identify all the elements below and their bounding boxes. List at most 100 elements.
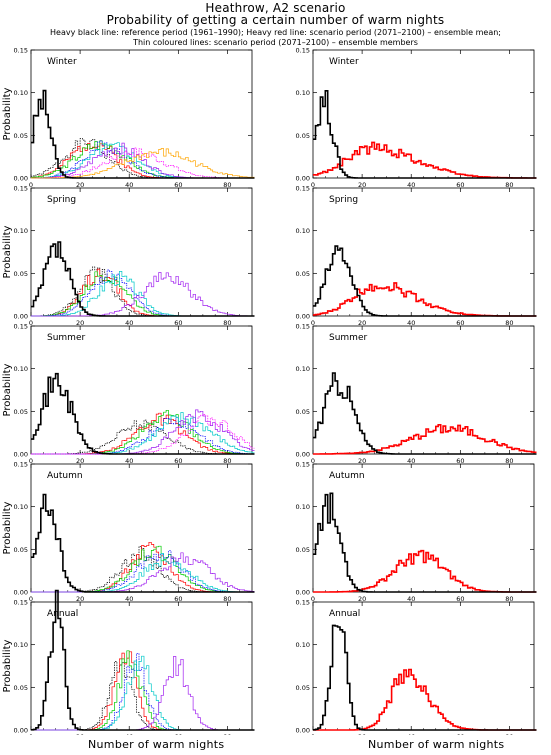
panel-left-winter: 0.00 0.05 0.10 0.15 0 20 40 60 80 Winter Probabili… [2,47,255,189]
x-tick-label: 40 [407,733,415,735]
y-tick-label: 0.15 [296,323,310,331]
season-label: Annual [47,609,78,619]
y-tick-label: 0.15 [296,599,310,607]
y-tick-label: 0.10 [14,641,28,649]
season-label: Winter [329,57,359,67]
y-tick-label: 0.05 [14,132,28,140]
x-tick-label: 80 [223,457,231,465]
x-tick-label: 40 [407,595,415,603]
y-tick-label: 0.10 [296,227,310,235]
y-tick-label: 0.05 [14,546,28,554]
y-tick-label: 0.10 [296,89,310,97]
chart-grid: 0.000.050.100.150 20 40 60 80WinterProbabili… [2,47,537,735]
ensemble-mean-line [313,668,537,731]
x-tick-label: 20 [76,181,84,189]
x-tick-label: 40 [407,181,415,189]
reference-line [31,493,255,593]
reference-line [313,372,537,455]
y-tick-label: 0.00 [296,727,310,735]
x-tick-label: 60 [456,595,464,603]
chart-title: Heathrow, A2 scenario [205,1,346,15]
y-axis-label: Probability [2,225,13,278]
x-tick-label: 0 [311,733,315,735]
x-tick-label: 80 [505,595,513,603]
x-tick-label: 0 [29,457,33,465]
x-tick-label: 80 [223,595,231,603]
x-tick-label: 20 [76,457,84,465]
y-tick-label: 0.15 [296,47,310,55]
y-tick-label: 0.05 [296,408,310,416]
plot-frame [312,463,535,593]
ensemble-member-line [31,271,255,317]
season-label: Summer [47,333,85,343]
x-tick-label: 0 [311,595,315,603]
panel-right-summer: 0.00 0.05 0.10 0.15 0 20 40 60 80 Summer [296,323,537,465]
ensemble-mean-line [313,282,537,317]
ensemble-member-line [31,412,255,455]
y-axis-label: Probability [2,639,13,692]
chart-subtitle: Probability of getting a certain number … [106,13,445,27]
x-tick-label: 80 [223,319,231,327]
x-tick-label: 0 [311,457,315,465]
ensemble-member-line [31,271,255,317]
ensemble-member-line [31,651,255,731]
x-tick-label: 0 [29,595,33,603]
ensemble-member-line [31,272,255,317]
season-label: Spring [329,195,358,205]
panel-right-spring: 0.00 0.05 0.10 0.15 0 20 40 60 80 Spring [296,185,537,327]
x-tick-label: 20 [358,319,366,327]
ensemble-member-line [31,268,255,317]
y-tick-label: 0.10 [296,503,310,511]
x-tick-label: 40 [125,733,133,735]
y-tick-label: 0.05 [296,546,310,554]
y-axis-label: Probability [2,87,13,140]
ensemble-member-line [31,550,255,593]
y-tick-label: 0.15 [14,323,28,331]
y-tick-label: 0.00 [296,589,310,597]
y-tick-label: 0.00 [14,451,28,459]
y-tick-label: 0.00 [14,589,28,597]
y-tick-label: 0.15 [14,185,28,193]
x-axis-label-left: Number of warm nights [88,738,225,751]
ensemble-member-line [31,652,255,731]
y-tick-label: 0.00 [296,451,310,459]
season-label: Autumn [329,471,365,481]
ensemble-member-line [31,409,255,455]
y-tick-label: 0.10 [14,89,28,97]
y-tick-label: 0.10 [14,503,28,511]
reference-line [31,589,255,731]
ensemble-member-line [31,655,255,731]
y-tick-label: 0.10 [14,227,28,235]
y-tick-label: 0.10 [296,641,310,649]
x-tick-label: 0 [29,733,33,735]
reference-line [313,90,537,179]
y-axis-label: Probability [2,363,13,416]
ensemble-member-line [31,140,255,179]
x-axis-label-right: Number of warm nights [368,738,505,751]
reference-line [31,241,255,317]
x-tick-label: 60 [456,319,464,327]
plot-frame [312,601,535,731]
season-label: Spring [47,195,76,205]
y-tick-label: 0.10 [296,365,310,373]
y-tick-label: 0.00 [296,313,310,321]
ensemble-member-line [31,409,255,455]
x-tick-label: 20 [76,733,84,735]
ensemble-member-line [31,414,255,455]
x-tick-label: 80 [505,181,513,189]
season-label: Autumn [47,471,83,481]
reference-line [313,624,537,731]
season-label: Summer [329,333,367,343]
ensemble-member-line [31,266,255,317]
reference-line [31,89,255,179]
ensemble-mean-line [313,424,537,455]
x-tick-label: 40 [125,181,133,189]
ensemble-member-line [31,552,255,593]
x-tick-label: 60 [456,457,464,465]
x-tick-label: 60 [174,457,182,465]
x-tick-label: 0 [29,181,33,189]
y-tick-label: 0.15 [14,47,28,55]
season-label: Winter [47,57,77,67]
panel-right-autumn: 0.00 0.05 0.10 0.15 0 20 40 60 80 Autumn [296,461,537,603]
ensemble-member-line [31,138,255,179]
